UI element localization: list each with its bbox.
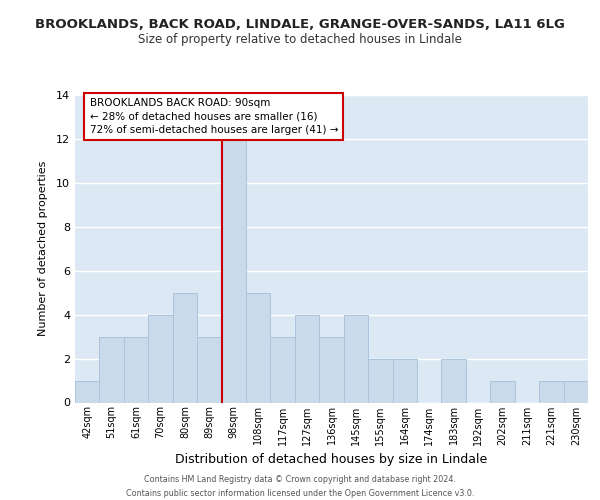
Bar xyxy=(563,380,588,402)
Bar xyxy=(295,314,319,402)
Bar xyxy=(197,336,221,402)
Text: Contains HM Land Registry data © Crown copyright and database right 2024.
Contai: Contains HM Land Registry data © Crown c… xyxy=(126,476,474,498)
Bar xyxy=(75,380,100,402)
Bar xyxy=(442,358,466,403)
Bar xyxy=(344,314,368,402)
Bar xyxy=(148,314,173,402)
Bar xyxy=(539,380,563,402)
Bar xyxy=(271,336,295,402)
Bar xyxy=(392,358,417,403)
Bar xyxy=(221,139,246,402)
Y-axis label: Number of detached properties: Number of detached properties xyxy=(38,161,47,336)
Text: BROOKLANDS, BACK ROAD, LINDALE, GRANGE-OVER-SANDS, LA11 6LG: BROOKLANDS, BACK ROAD, LINDALE, GRANGE-O… xyxy=(35,18,565,30)
Text: Size of property relative to detached houses in Lindale: Size of property relative to detached ho… xyxy=(138,32,462,46)
Bar xyxy=(490,380,515,402)
Bar xyxy=(124,336,148,402)
X-axis label: Distribution of detached houses by size in Lindale: Distribution of detached houses by size … xyxy=(175,453,488,466)
Bar xyxy=(319,336,344,402)
Bar xyxy=(173,292,197,403)
Bar xyxy=(368,358,392,403)
Bar xyxy=(100,336,124,402)
Text: BROOKLANDS BACK ROAD: 90sqm
← 28% of detached houses are smaller (16)
72% of sem: BROOKLANDS BACK ROAD: 90sqm ← 28% of det… xyxy=(89,98,338,134)
Bar xyxy=(246,292,271,403)
